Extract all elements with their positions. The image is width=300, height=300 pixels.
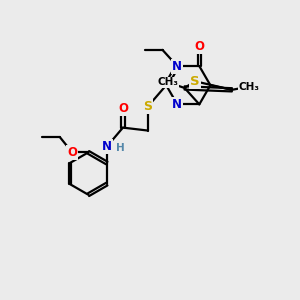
Text: S: S [190,75,200,88]
Text: O: O [118,102,128,115]
Text: H: H [116,143,124,153]
Text: CH₃: CH₃ [239,82,260,92]
Text: O: O [67,146,77,159]
Text: N: N [172,60,182,73]
Text: O: O [194,40,204,53]
Text: N: N [172,98,182,111]
Text: CH₃: CH₃ [157,77,178,87]
Text: N: N [102,140,112,153]
Text: S: S [143,100,152,113]
